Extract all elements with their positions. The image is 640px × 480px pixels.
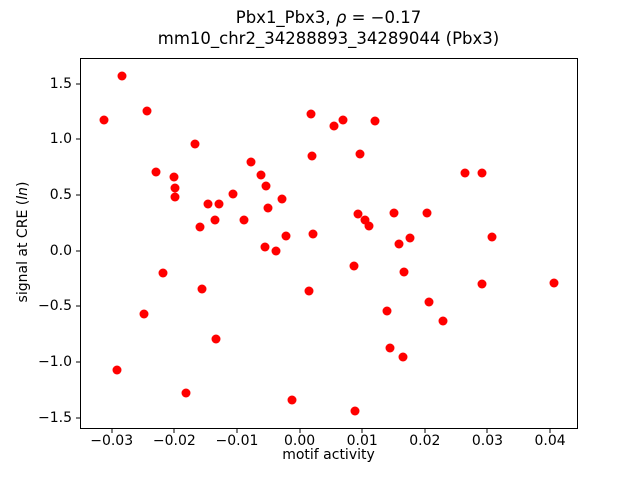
scatter-data-point (307, 151, 317, 161)
x-axis-tick-label: 0.02 (409, 433, 441, 449)
scatter-data-point (422, 208, 432, 218)
y-axis-label-text: signal at CRE ( (15, 199, 31, 303)
scatter-data-point (385, 343, 395, 353)
scatter-data-point (281, 231, 291, 241)
scatter-data-point (99, 115, 109, 125)
chart-title-correlation-value: = −0.17 (346, 8, 422, 27)
scatter-data-point (170, 183, 180, 193)
scatter-data-point (438, 316, 448, 326)
y-axis-tick-label: −1.0 (38, 354, 72, 371)
chart-title: Pbx1_Pbx3, ρ = −0.17 (80, 7, 577, 28)
scatter-data-point (263, 203, 273, 213)
x-axis-tick (236, 429, 238, 433)
scatter-data-point (260, 242, 270, 252)
x-axis-tick-label: 0.03 (471, 433, 504, 449)
scatter-data-point (261, 181, 271, 191)
x-axis-tick-label: 0.04 (534, 433, 566, 449)
scatter-data-point (349, 261, 359, 271)
y-axis-tick (76, 361, 80, 363)
x-axis-tick-label: 0.00 (283, 433, 316, 449)
x-axis-tick (299, 429, 301, 433)
scatter-data-point (355, 149, 365, 159)
x-axis-tick-label: −0.03 (90, 433, 134, 449)
scatter-data-point (424, 297, 434, 307)
x-axis-tick (111, 429, 113, 433)
scatter-data-point (142, 106, 152, 116)
scatter-data-point (477, 168, 487, 178)
scatter-data-point (306, 109, 316, 119)
scatter-data-point (398, 352, 408, 362)
y-axis-tick-label: 1.0 (49, 131, 72, 148)
y-axis-label: signal at CRE (ln) (15, 182, 31, 303)
scatter-data-point (338, 115, 348, 125)
scatter-data-point (228, 189, 238, 199)
x-axis-tick-label: 0.01 (346, 433, 378, 449)
scatter-data-point (370, 116, 380, 126)
x-axis-tick-label: −0.01 (215, 433, 259, 449)
scatter-data-point (151, 167, 161, 177)
y-axis-tick (76, 250, 80, 252)
scatter-data-point (158, 268, 168, 278)
y-axis-tick (76, 417, 80, 419)
scatter-data-point (477, 279, 487, 289)
x-axis-tick (549, 429, 551, 433)
scatter-data-point (271, 246, 281, 256)
y-axis-tick-label: 0.0 (49, 242, 72, 259)
scatter-data-point (239, 215, 249, 225)
scatter-data-point (195, 222, 205, 232)
scatter-data-point (139, 309, 149, 319)
scatter-data-point (389, 208, 398, 218)
scatter-data-point (277, 194, 287, 204)
y-axis-tick (76, 194, 80, 196)
scatter-data-point (190, 139, 200, 149)
x-axis-label: motif activity (282, 447, 375, 463)
y-axis-tick-label: 1.5 (49, 75, 72, 92)
scatter-data-point (210, 215, 220, 225)
scatter-data-point (364, 221, 374, 231)
y-axis-tick-label: 0.5 (49, 187, 72, 203)
scatter-data-point (169, 172, 179, 182)
x-axis-tick (361, 429, 363, 433)
scatter-data-point (214, 199, 224, 209)
y-axis-tick-label: −0.5 (38, 298, 72, 315)
x-axis-tick (486, 429, 488, 433)
y-axis-tick-label: −1.5 (38, 409, 72, 426)
y-axis-tick (76, 83, 80, 85)
scatter-data-point (329, 121, 339, 131)
scatter-data-point (211, 334, 221, 344)
plot-area: −0.03 −0.02 −0.01 0.00 0.01 0.02 0.03 0.04 −1.5 −… (38, 58, 578, 449)
x-axis-tick (424, 429, 426, 433)
chart-title-rho-symbol: ρ (335, 8, 347, 27)
scatter-data-point (246, 157, 256, 167)
y-axis-tick (76, 305, 80, 307)
scatter-data-point (308, 229, 318, 239)
scatter-data-point (350, 406, 360, 416)
scatter-data-point (460, 168, 470, 178)
scatter-data-point (382, 306, 392, 316)
scatter-data-point (170, 192, 180, 202)
y-axis-label-ln: ln (15, 187, 31, 200)
scatter-data-point (256, 170, 266, 180)
y-axis-tick (76, 138, 80, 140)
scatter-data-point (549, 278, 559, 288)
scatter-data-point (399, 267, 409, 277)
scatter-data-point (117, 71, 127, 81)
scatter-data-point (487, 232, 497, 242)
scatter-data-point (181, 388, 191, 398)
chart-subtitle: mm10_chr2_34288893_34289044 (Pbx3) (157, 29, 500, 48)
scatter-data-point (360, 215, 370, 225)
scatter-data-point (353, 209, 363, 219)
scatter-data-point (304, 286, 314, 296)
x-axis-tick-label: −0.02 (152, 433, 196, 449)
scatter-data-point (394, 239, 403, 249)
x-axis-tick (173, 429, 175, 433)
scatter-data-point (405, 233, 415, 243)
scatter-data-point (112, 365, 122, 375)
scatter-data-point (287, 395, 297, 405)
chart-title-prefix: Pbx1_Pbx3, (235, 8, 336, 27)
scatter-data-point (203, 199, 212, 209)
scatter-data-point (197, 284, 207, 294)
y-axis-label-close-paren: ) (15, 181, 31, 188)
